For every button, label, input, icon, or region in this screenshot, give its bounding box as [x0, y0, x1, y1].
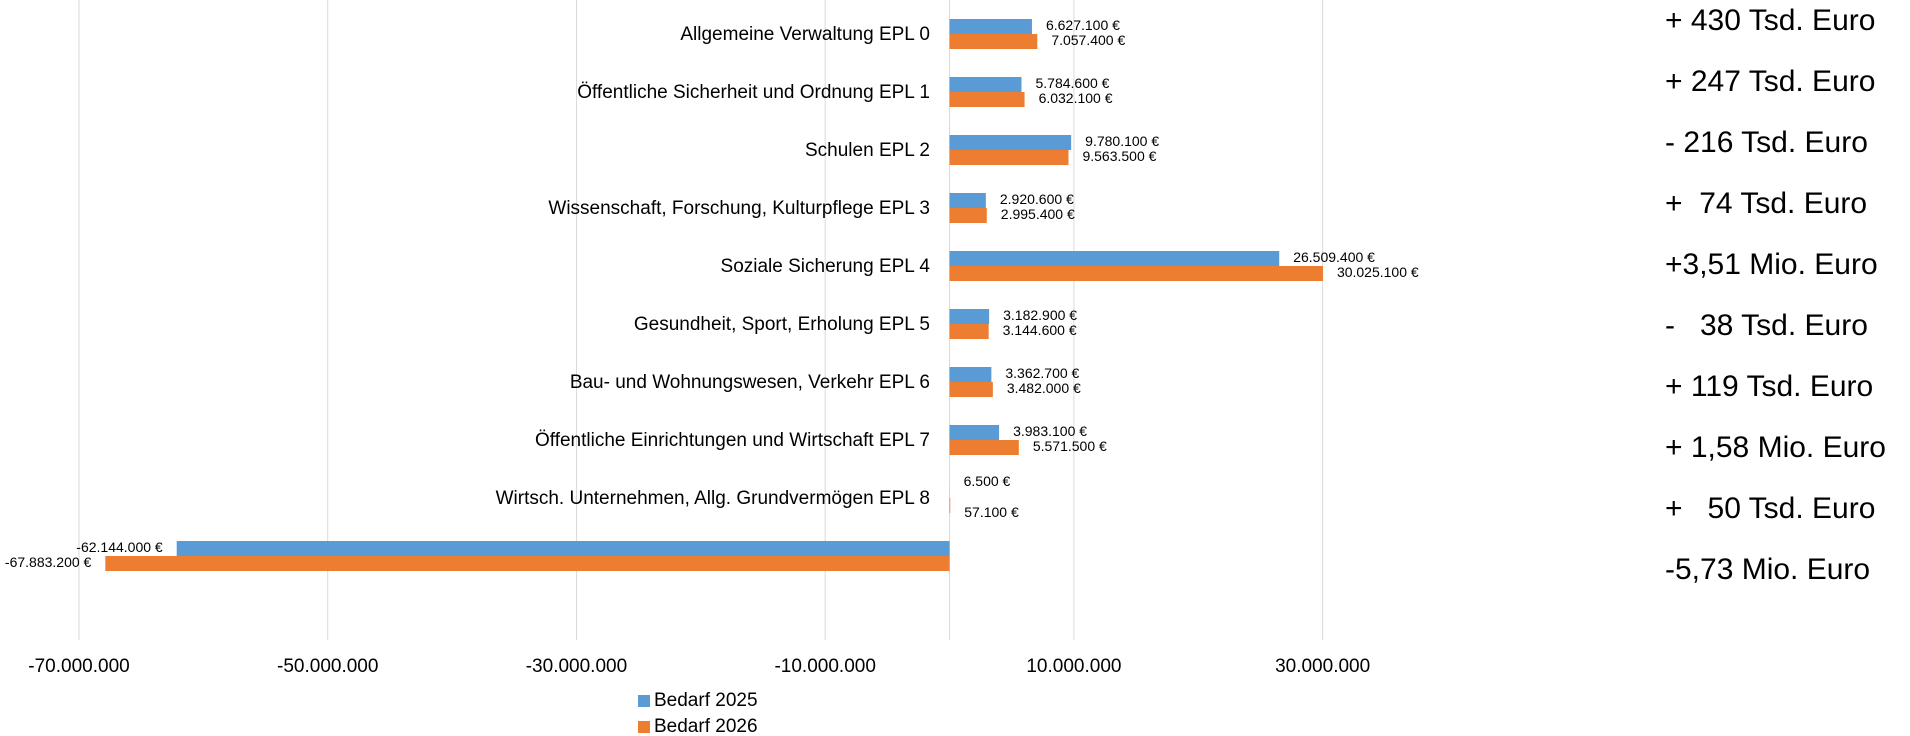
bar	[949, 324, 989, 339]
x-tick-label: 10.000.000	[1026, 656, 1121, 677]
value-label: 9.563.500 €	[1082, 148, 1156, 164]
value-label: 3.182.900 €	[1003, 307, 1077, 323]
x-tick-label: -10.000.000	[774, 656, 875, 677]
annotation: -5,73 Mio. Euro	[1665, 553, 1870, 586]
bar	[949, 92, 1025, 107]
bar	[949, 208, 987, 223]
value-label: 30.025.100 €	[1337, 264, 1419, 280]
category-label: Schulen EPL 2	[805, 140, 930, 161]
category-label: Öffentliche Sicherheit und Ordnung EPL 1	[577, 82, 930, 103]
legend-label: Bedarf 2026	[654, 716, 758, 736]
bar	[949, 34, 1038, 49]
bar	[105, 556, 950, 571]
category-label: Gesundheit, Sport, Erholung EPL 5	[634, 314, 930, 335]
x-tick-label: 30.000.000	[1275, 656, 1370, 677]
category-label: Wissenschaft, Forschung, Kulturpflege EP…	[548, 198, 930, 219]
x-tick-label: -70.000.000	[28, 656, 129, 677]
bar	[949, 425, 1000, 440]
value-label: 7.057.400 €	[1051, 32, 1125, 48]
x-tick-label: -30.000.000	[526, 656, 627, 677]
category-label: Soziale Sicherung EPL 4	[721, 256, 931, 277]
annotation: +3,51 Mio. Euro	[1665, 248, 1878, 281]
legend-swatch	[638, 721, 650, 733]
value-label: 5.784.600 €	[1035, 75, 1109, 91]
value-label: 9.780.100 €	[1085, 133, 1159, 149]
annotation: + 1,58 Mio. Euro	[1665, 431, 1886, 464]
bar	[949, 135, 1072, 150]
value-label: 6.627.100 €	[1046, 17, 1120, 33]
value-label: 3.144.600 €	[1003, 322, 1077, 338]
value-label: 57.100 €	[964, 504, 1019, 520]
bar	[949, 309, 990, 324]
bar	[949, 266, 1323, 281]
category-label: Allgemeine Verwaltung EPL 0	[680, 24, 930, 45]
annotation: - 216 Tsd. Euro	[1665, 126, 1868, 159]
value-label: 6.500 €	[964, 473, 1011, 489]
legend-swatch	[638, 695, 650, 707]
x-tick-label: -50.000.000	[277, 656, 378, 677]
annotation: - 38 Tsd. Euro	[1665, 309, 1868, 342]
bar	[949, 150, 1069, 165]
value-label: 5.571.500 €	[1033, 438, 1107, 454]
annotation: + 247 Tsd. Euro	[1665, 65, 1875, 98]
value-label: 26.509.400 €	[1293, 249, 1375, 265]
bar	[949, 19, 1032, 34]
legend-label: Bedarf 2025	[654, 690, 758, 711]
annotation: + 50 Tsd. Euro	[1665, 492, 1875, 525]
value-label: 2.920.600 €	[1000, 191, 1074, 207]
value-label: 3.983.100 €	[1013, 423, 1087, 439]
bar	[949, 498, 951, 513]
value-label: 3.482.000 €	[1007, 380, 1081, 396]
value-label: -62.144.000 €	[76, 539, 163, 555]
bar	[176, 541, 950, 556]
category-label: Bau- und Wohnungswesen, Verkehr EPL 6	[570, 372, 930, 393]
bar	[949, 77, 1022, 92]
bar	[949, 440, 1019, 455]
value-label: 6.032.100 €	[1039, 90, 1113, 106]
category-label: Wirtsch. Unternehmen, Allg. Grundvermöge…	[496, 488, 930, 509]
bar	[949, 193, 986, 208]
bar	[949, 251, 1280, 266]
value-label: -67.883.200 €	[5, 554, 92, 570]
annotation: + 430 Tsd. Euro	[1665, 4, 1875, 37]
value-label: 3.362.700 €	[1005, 365, 1079, 381]
category-label: Öffentliche Einrichtungen und Wirtschaft…	[535, 430, 930, 451]
value-label: 2.995.400 €	[1001, 206, 1075, 222]
bar	[949, 367, 992, 382]
annotation: + 119 Tsd. Euro	[1665, 370, 1873, 403]
bar	[949, 382, 993, 397]
annotation: + 74 Tsd. Euro	[1665, 187, 1867, 220]
